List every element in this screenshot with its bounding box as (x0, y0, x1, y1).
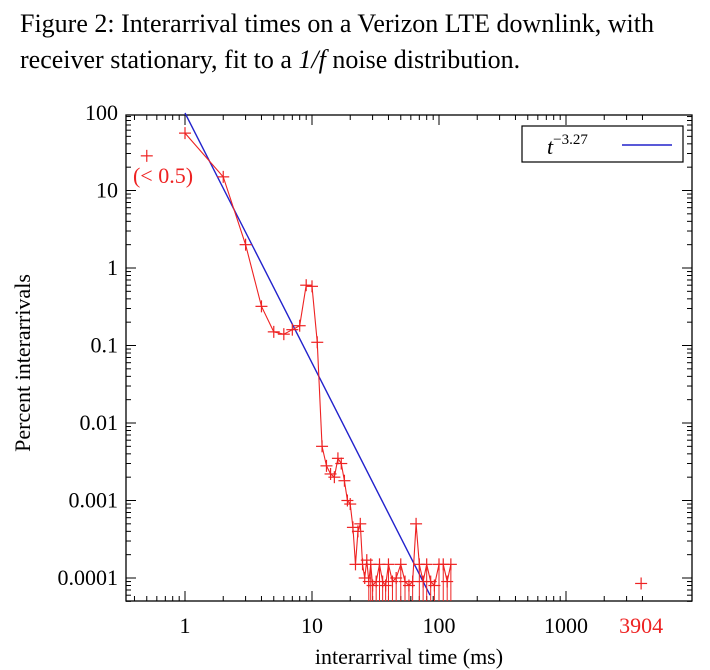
y-tick-label: 0.001 (69, 488, 119, 513)
x-tick-label: 100 (423, 613, 456, 638)
fit-line-series (184, 112, 431, 596)
plot-frame (125, 114, 693, 602)
x-axis-title: interarrival time (ms) (315, 644, 503, 669)
y-tick-label: 100 (85, 100, 118, 125)
data-point (428, 579, 441, 592)
data-point (338, 474, 351, 487)
tick-labels: 1 10 100 1000 0.0001 0.001 0.01 0.1 1 10 100 (58, 100, 589, 638)
x-tick-label: 1 (180, 613, 191, 638)
data-point-outlier (635, 577, 648, 590)
y-tick-label: 0.01 (80, 410, 119, 435)
y-tick-label: 10 (96, 178, 118, 203)
data-point (406, 575, 419, 588)
data-point (410, 517, 423, 530)
data-point (179, 127, 191, 140)
data-point (277, 328, 290, 341)
data-point (239, 238, 252, 251)
caption-math: 1/f (298, 45, 326, 74)
data-point (354, 517, 367, 530)
caption-prefix: Figure 2: Interarrival times on a Verizo… (20, 9, 654, 74)
annotation-below-half: (< 0.5) (133, 163, 193, 188)
data-point (335, 457, 348, 470)
data-point (267, 325, 280, 338)
data-point-below-half (140, 149, 153, 162)
data-point (441, 575, 454, 588)
data-point (293, 319, 306, 332)
y-tick-label: 0.1 (91, 333, 119, 358)
data-point (341, 494, 354, 507)
legend-label: t−3.27 (547, 132, 588, 159)
fit-line (184, 112, 431, 596)
data-point (316, 440, 329, 453)
legend: t−3.27 (521, 125, 684, 163)
data-point (300, 279, 313, 292)
data-line (184, 132, 452, 587)
data-point (394, 558, 407, 571)
data-point (286, 323, 299, 336)
y-axis-title: Percent interarrivals (10, 274, 35, 452)
x-tick-label: 1000 (544, 613, 588, 638)
tick-marks (126, 115, 692, 602)
data-point (320, 459, 333, 472)
data-point (390, 572, 403, 584)
data-point (255, 300, 268, 313)
figure-caption: Figure 2: Interarrival times on a Verizo… (20, 6, 700, 78)
data-point (344, 498, 357, 511)
x-tick-label: 10 (301, 613, 323, 638)
y-tick-label: 0.0001 (58, 565, 119, 590)
data-series (140, 127, 648, 601)
data-point (379, 579, 392, 592)
data-point (311, 336, 324, 349)
data-point (328, 471, 341, 484)
data-point (217, 170, 230, 183)
data-point (351, 525, 364, 538)
y-tick-label: 1 (107, 255, 118, 280)
legend-box (521, 125, 684, 163)
annotation-outlier-x: 3904 (619, 613, 663, 638)
data-point (306, 280, 318, 293)
data-point (444, 558, 457, 571)
caption-suffix: noise distribution. (325, 45, 521, 74)
data-point (331, 452, 344, 465)
data-point (420, 558, 433, 571)
annotations: (< 0.5) 3904 (133, 163, 663, 638)
data-point (382, 558, 395, 571)
plot-border (125, 114, 693, 602)
